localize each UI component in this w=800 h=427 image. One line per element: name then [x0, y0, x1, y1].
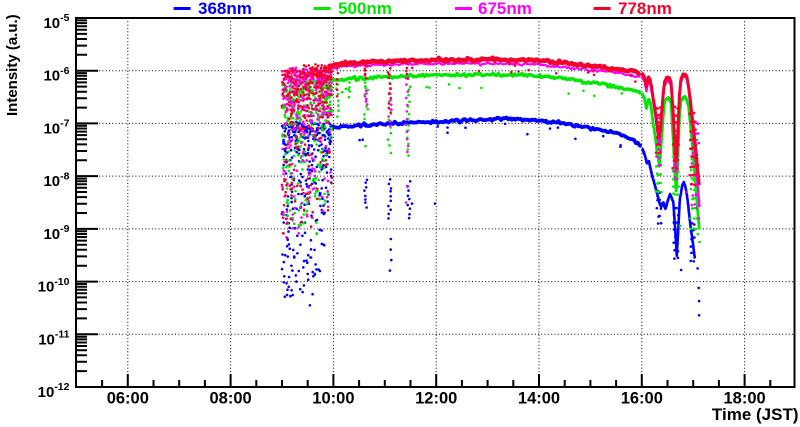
- svg-text:08:00: 08:00: [209, 390, 251, 408]
- svg-text:06:00: 06:00: [107, 390, 149, 408]
- svg-text:18:00: 18:00: [723, 390, 765, 408]
- svg-text:14:00: 14:00: [518, 390, 560, 408]
- svg-text:778nm: 778nm: [618, 0, 672, 18]
- svg-text:675nm: 675nm: [478, 0, 532, 18]
- svg-text:500nm: 500nm: [338, 0, 392, 18]
- svg-text:Time (JST): Time (JST): [712, 405, 799, 424]
- svg-text:Intensity (a.u.): Intensity (a.u.): [4, 14, 21, 116]
- svg-text:16:00: 16:00: [621, 390, 663, 408]
- svg-text:368nm: 368nm: [198, 0, 252, 18]
- svg-text:12:00: 12:00: [415, 390, 457, 408]
- svg-text:10:00: 10:00: [312, 390, 354, 408]
